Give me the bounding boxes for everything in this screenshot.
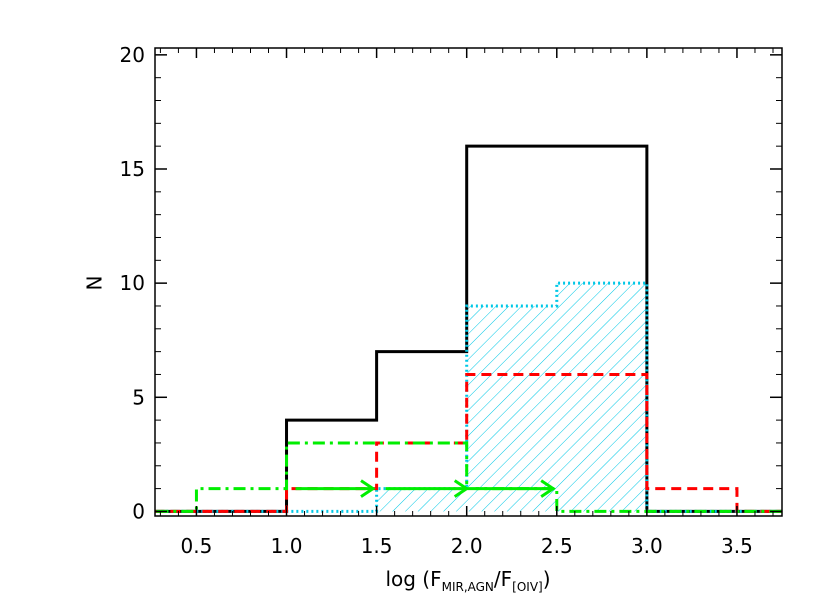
x-tick-label: 0.5 [181,534,213,558]
x-axis-label: log (FMIR,AGN/F[OIV]) [385,567,550,594]
x-tick-label: 1.5 [361,534,393,558]
x-tick-label: 2.5 [541,534,573,558]
x-axis-label-sub2: [OIV] [512,580,543,594]
x-axis-label-prefix: log (F [385,567,441,591]
y-tick-label: 20 [120,43,145,67]
limit-arrow-head-2 [540,479,556,498]
limit-arrow-head-0 [360,479,376,498]
y-tick-label: 5 [132,385,145,409]
plot-frame [154,47,783,517]
x-tick-label: 3.5 [721,534,753,558]
hatched-bar-3 [376,488,467,512]
y-tick-label: 0 [132,499,145,523]
x-tick-label: 2.0 [451,534,483,558]
hatched-bar-5 [556,283,647,512]
x-tick-label: 1.0 [271,534,303,558]
x-tick-label: 3.0 [631,534,663,558]
hatched-bar-4 [466,305,557,512]
y-tick-label: 10 [120,271,145,295]
x-axis-label-suffix: ) [543,567,551,591]
y-axis-label: N [83,276,107,291]
x-axis-label-sub1: MIR,AGN [442,580,494,594]
y-tick-label: 15 [120,157,145,181]
x-axis-label-mid: /F [494,567,512,591]
limit-arrow-head-1 [453,479,470,498]
